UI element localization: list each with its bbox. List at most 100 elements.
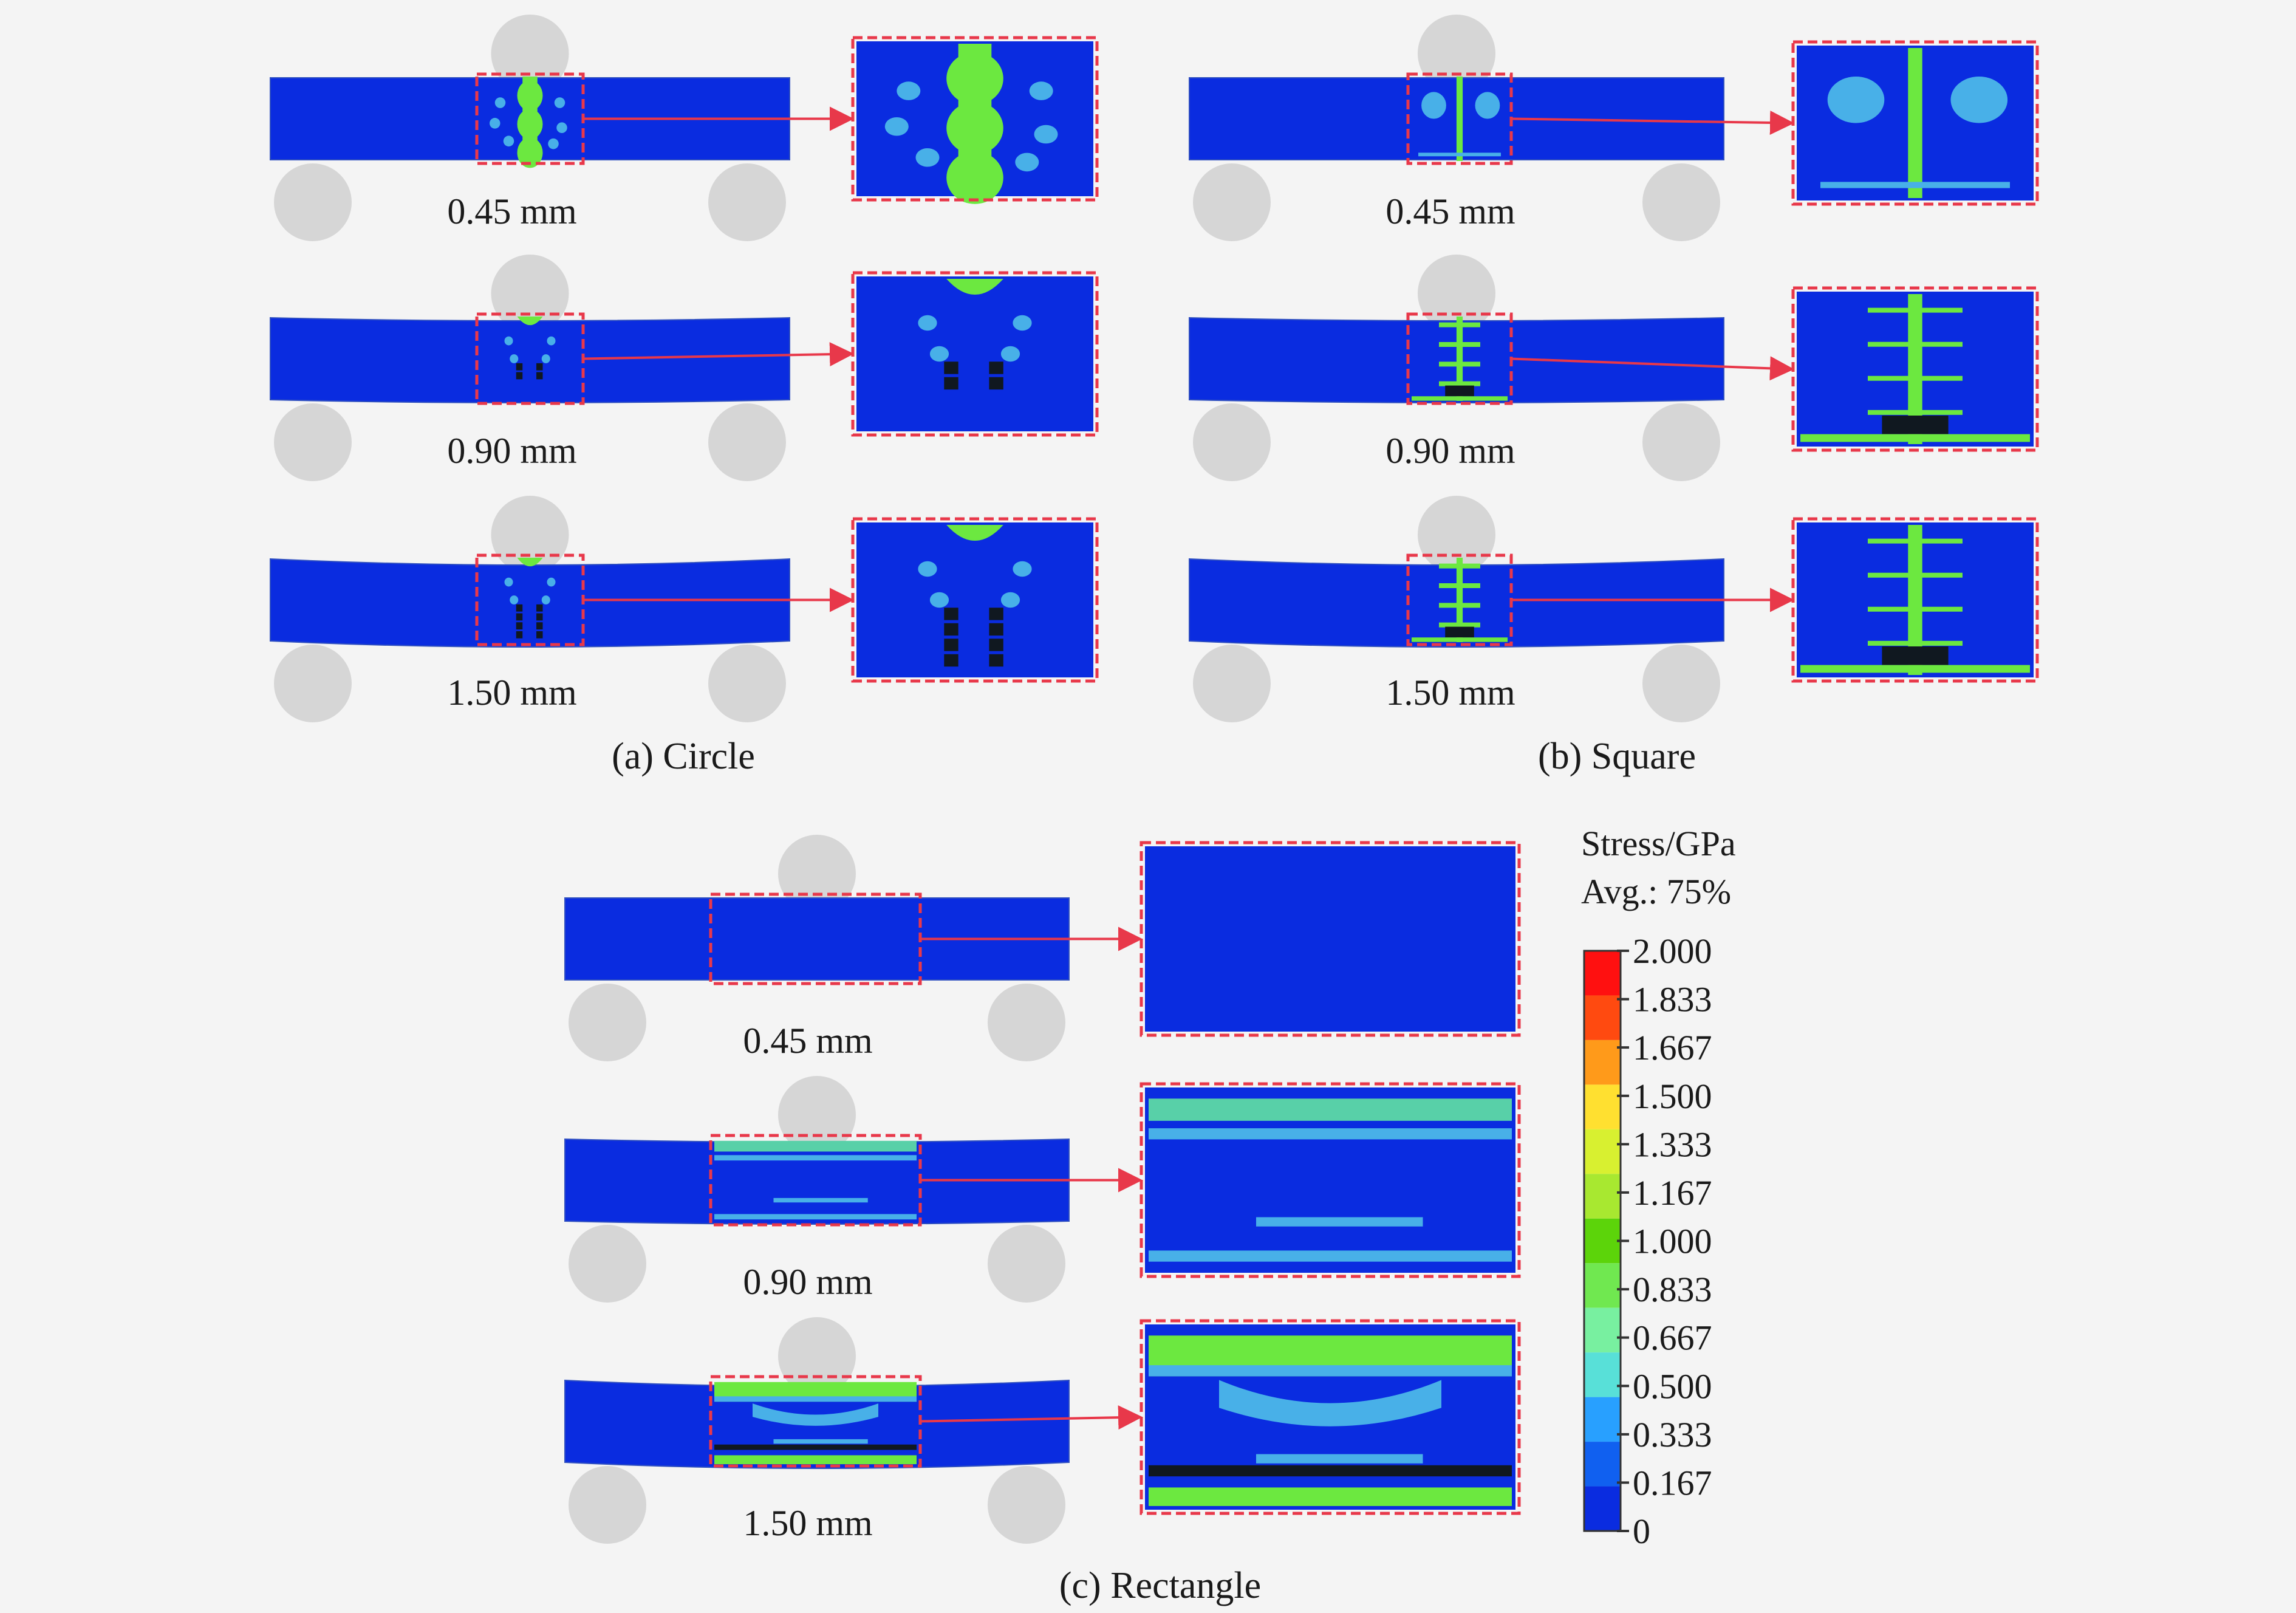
beam-stress-pattern — [1418, 77, 1501, 161]
zoom-stress-pattern — [1800, 525, 2030, 675]
specimen-row: 0.90 mm — [564, 1076, 1521, 1303]
damage-mark — [536, 631, 543, 639]
beam-stress-pattern — [504, 317, 556, 380]
displacement-label: 1.50 mm — [743, 1503, 872, 1543]
stress-spot — [929, 592, 949, 608]
legend-swatch — [1584, 951, 1621, 996]
legend-swatch — [1584, 1352, 1621, 1397]
stress-band — [1800, 434, 2030, 442]
damage-mark — [944, 639, 958, 651]
legend-swatch — [1584, 1084, 1621, 1129]
legend-tick-label: 0 — [1633, 1512, 1650, 1551]
stress-spot — [918, 561, 937, 577]
legend-swatch — [1584, 1039, 1621, 1085]
stress-spot — [494, 97, 506, 108]
stress-band — [714, 1396, 917, 1402]
legend-tick-label: 1.167 — [1633, 1173, 1712, 1213]
displacement-label: 0.45 mm — [743, 1021, 872, 1061]
legend-tick-label: 2.000 — [1633, 931, 1712, 971]
stress-band — [714, 1155, 917, 1161]
stress-band — [1456, 77, 1463, 161]
zoom-frame — [1791, 517, 2039, 683]
stress-band — [522, 77, 538, 161]
zoom-stress-pattern — [918, 525, 1032, 667]
stress-band — [1149, 1250, 1512, 1262]
stress-band — [1149, 1487, 1512, 1506]
damage-mark — [989, 623, 1003, 636]
legend-tick-label: 0.333 — [1633, 1415, 1712, 1454]
stress-band — [1412, 637, 1508, 642]
stress-band — [1412, 396, 1508, 401]
legend-swatch — [1584, 1442, 1621, 1487]
support-roller-right — [1642, 403, 1720, 481]
stress-band — [1908, 48, 1922, 198]
stress-spot — [1029, 81, 1053, 100]
zoom-frame — [1791, 286, 2039, 452]
stress-spot — [1475, 92, 1500, 119]
damage-mark — [944, 377, 958, 390]
zoom-view — [856, 522, 1093, 677]
stress-region — [1219, 1380, 1441, 1426]
specimen-row: 1.50 mm — [1189, 496, 2039, 722]
specimen-row: 0.90 mm — [270, 255, 1099, 481]
stress-spot — [547, 336, 556, 346]
stress-cap — [517, 317, 543, 326]
stress-cap — [517, 558, 543, 567]
support-roller-right — [708, 163, 786, 241]
damage-mark — [944, 623, 958, 636]
displacement-label: 0.90 mm — [447, 431, 576, 471]
damage-mark — [1445, 385, 1474, 397]
stress-band — [958, 44, 992, 194]
zoom-frame — [1139, 841, 1521, 1037]
stress-spot — [490, 118, 501, 129]
stress-band — [1908, 294, 1922, 444]
damage-mark — [944, 654, 958, 667]
support-roller-left — [569, 1466, 646, 1544]
stress-spot — [510, 595, 519, 604]
stress-legend: Stress/GPa Avg.: 75% 2.000 1.833 1.667 1.500 1… — [1581, 824, 1736, 1551]
stress-spot — [504, 577, 513, 587]
beam-specimen — [564, 1138, 1070, 1225]
legend-swatch — [1584, 1129, 1621, 1174]
beam-stress-pattern — [1412, 558, 1508, 642]
damage-mark — [536, 622, 543, 630]
stress-spot — [884, 117, 909, 136]
zoom-view — [1145, 846, 1515, 1032]
stress-spot — [1015, 152, 1039, 172]
support-roller-left — [274, 403, 352, 481]
support-roller-left — [274, 163, 352, 241]
legend-tick-label: 1.500 — [1633, 1077, 1712, 1116]
specimen-row: 0.45 mm — [270, 15, 1099, 241]
stress-spot — [1421, 92, 1446, 119]
damage-mark — [516, 372, 523, 380]
stress-spot — [541, 354, 550, 363]
zoom-stress-pattern — [1149, 1335, 1512, 1506]
stress-spot — [1950, 77, 2008, 123]
damage-mark — [516, 631, 523, 639]
support-roller-right — [708, 403, 786, 481]
legend-swatch — [1584, 1218, 1621, 1264]
stress-spot — [548, 138, 559, 149]
zoom-view — [856, 276, 1093, 431]
stress-band — [1908, 525, 1922, 675]
zoom-frame — [851, 271, 1099, 437]
stress-band — [714, 1455, 917, 1465]
stress-cap — [946, 279, 1003, 295]
displacement-label: 0.90 mm — [1385, 431, 1515, 471]
beam-specimen — [270, 558, 790, 648]
stress-band — [773, 1439, 868, 1444]
stress-band — [773, 1197, 868, 1203]
displacement-label: 1.50 mm — [1385, 673, 1515, 713]
displacement-label: 1.50 mm — [447, 673, 576, 713]
caption-circle: (a) Circle — [612, 736, 755, 777]
support-roller-right — [988, 1466, 1065, 1544]
support-roller-right — [1642, 163, 1720, 241]
caption-rectangle: (c) Rectangle — [1059, 1565, 1261, 1606]
damage-mark — [516, 613, 523, 621]
damage-mark — [516, 604, 523, 612]
zoom-arrow — [583, 342, 854, 367]
legend-swatch — [1584, 1397, 1621, 1442]
stress-spot — [915, 148, 940, 167]
support-roller-right — [708, 645, 786, 722]
